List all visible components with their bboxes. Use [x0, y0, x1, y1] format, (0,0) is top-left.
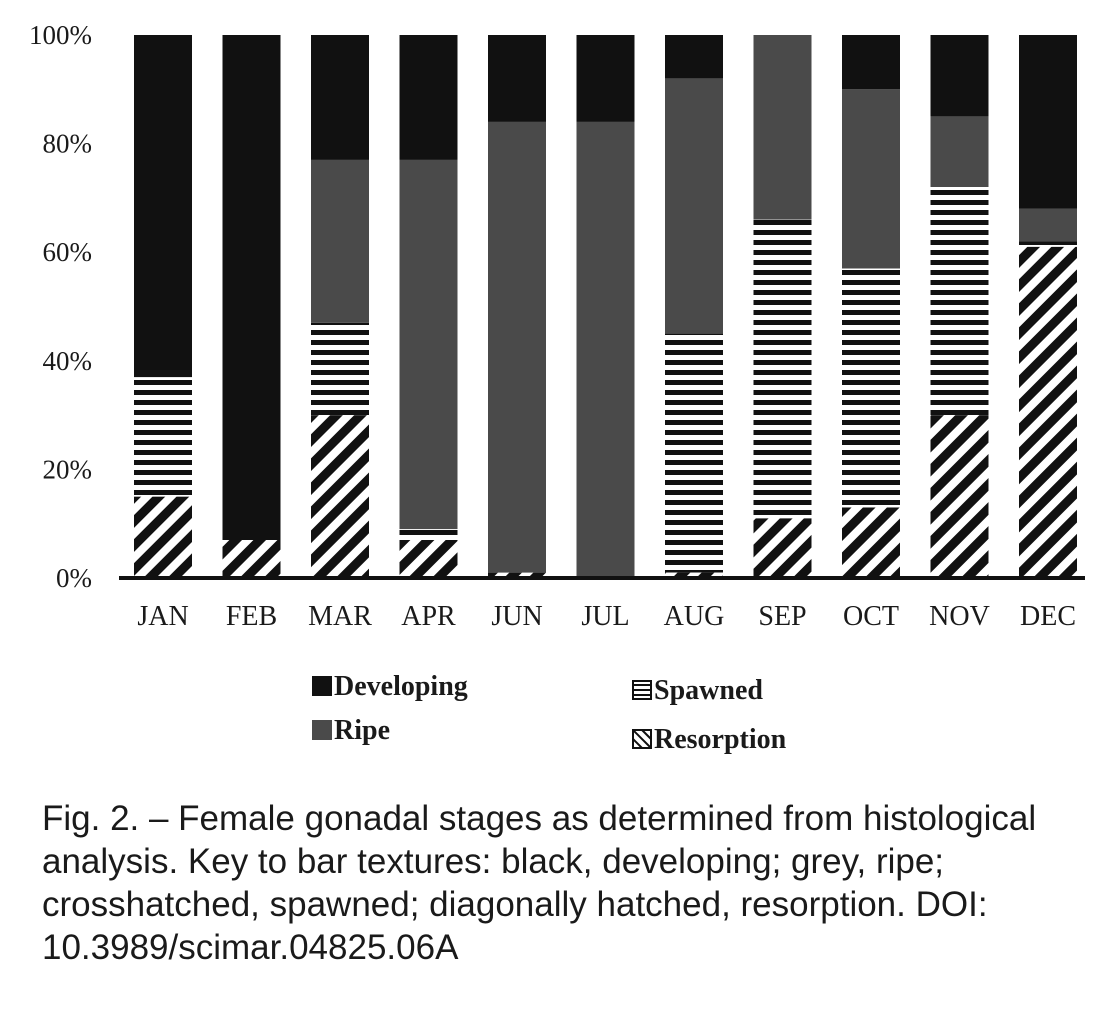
- x-tick-label: APR: [401, 601, 456, 632]
- x-tick-label: NOV: [929, 601, 990, 632]
- legend-item-ripe: Ripe: [312, 715, 390, 746]
- y-axis: 0% 20% 40% 60% 80% 100%: [29, 20, 92, 593]
- bar-resorption-apr: [399, 540, 458, 578]
- bar-ripe-sep: [753, 35, 812, 220]
- bar-ripe-jul: [576, 121, 635, 579]
- legend: Developing Spawned Ripe Resorption: [312, 671, 787, 755]
- bar-developing-aug: [665, 35, 723, 79]
- bar-resorption-mar: [311, 415, 369, 578]
- bar-spawned-dec: [1019, 241, 1077, 247]
- legend-item-developing: Developing: [312, 671, 468, 702]
- bar-ripe-dec: [1019, 208, 1077, 242]
- y-tick-label: 100%: [29, 20, 92, 50]
- bar-developing-oct: [842, 35, 900, 90]
- legend-label: Resorption: [654, 724, 787, 755]
- x-tick-label: JUN: [491, 601, 542, 632]
- x-tick-label: MAR: [308, 601, 372, 632]
- bar-developing-dec: [1019, 35, 1077, 209]
- legend-swatch: [312, 720, 332, 740]
- x-axis: JAN FEB MAR APR JUN JUL AUG SEP OCT NOV DEC: [137, 601, 1076, 632]
- bar-spawned-jan: [134, 377, 192, 497]
- bar-ripe-jun: [488, 121, 546, 573]
- stacked-bar-chart: 0% 20% 40% 60% 80% 100% JAN FEB MAR APR JUN JUL AUG…: [29, 20, 1085, 755]
- bar-resorption-jan: [134, 496, 192, 578]
- bar-ripe-aug: [665, 78, 723, 334]
- bar-developing-mar: [311, 35, 369, 160]
- legend-label: Developing: [334, 671, 468, 702]
- x-tick-label: OCT: [843, 601, 899, 632]
- legend-swatch: [632, 680, 652, 700]
- bar-developing-jul: [576, 35, 635, 122]
- bar-resorption-oct: [842, 507, 900, 578]
- bar-resorption-jun: [488, 572, 546, 578]
- bar-resorption-sep: [753, 518, 812, 578]
- bar-spawned-nov: [930, 187, 989, 416]
- y-tick-label: 60%: [43, 237, 93, 267]
- bar-ripe-oct: [842, 89, 900, 269]
- bar-spawned-aug: [665, 333, 723, 573]
- x-tick-label: JAN: [137, 601, 188, 632]
- x-tick-label: SEP: [758, 601, 806, 632]
- bar-developing-jan: [134, 35, 192, 378]
- bar-spawned-mar: [311, 322, 369, 416]
- y-tick-label: 0%: [56, 563, 92, 593]
- bar-spawned-apr: [399, 529, 458, 540]
- bar-ripe-mar: [311, 159, 369, 323]
- x-tick-label: DEC: [1020, 601, 1076, 632]
- bar-resorption-nov: [930, 415, 989, 578]
- y-tick-label: 20%: [43, 454, 93, 484]
- bar-resorption-aug: [665, 572, 723, 578]
- bar-spawned-sep: [753, 219, 812, 519]
- figure-caption: Fig. 2. – Female gonadal stages as deter…: [42, 799, 1037, 967]
- legend-label: Ripe: [334, 715, 390, 746]
- bar-spawned-oct: [842, 268, 900, 508]
- bar-developing-nov: [930, 35, 989, 117]
- legend-item-resorption: Resorption: [632, 724, 787, 755]
- bars-layer: [134, 35, 1077, 579]
- bar-resorption-feb: [222, 540, 281, 578]
- legend-label: Spawned: [654, 675, 763, 706]
- x-tick-label: FEB: [226, 601, 277, 632]
- bar-resorption-dec: [1019, 246, 1077, 579]
- bar-ripe-apr: [399, 159, 458, 530]
- y-tick-label: 40%: [43, 346, 93, 376]
- legend-swatch: [632, 729, 652, 749]
- x-tick-label: JUL: [581, 601, 629, 632]
- y-tick-label: 80%: [43, 129, 93, 159]
- x-tick-label: AUG: [664, 601, 725, 632]
- bar-developing-feb: [222, 35, 281, 540]
- legend-swatch: [312, 676, 332, 696]
- bar-developing-jun: [488, 35, 546, 122]
- bar-ripe-nov: [930, 116, 989, 187]
- bar-developing-apr: [399, 35, 458, 160]
- legend-item-spawned: Spawned: [632, 675, 763, 706]
